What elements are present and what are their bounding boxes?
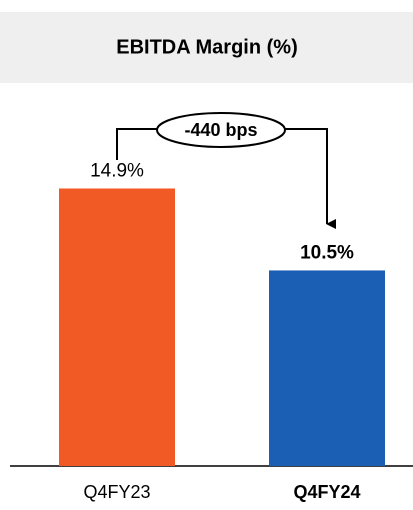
- chart-title: EBITDA Margin (%): [116, 36, 297, 58]
- bar: [59, 188, 175, 467]
- connector-line: [116, 128, 157, 160]
- value-label: 14.9%: [90, 161, 144, 182]
- title-background: [0, 12, 413, 83]
- x-tick-label: Q4FY23: [83, 482, 150, 502]
- connector-arrow: [285, 128, 336, 229]
- annotation: -440 bps: [184, 120, 257, 140]
- value-label: 10.5%: [300, 242, 354, 263]
- annotation-ellipse: [156, 112, 286, 148]
- bar: [269, 270, 385, 466]
- x-tick-label: Q4FY24: [293, 482, 360, 502]
